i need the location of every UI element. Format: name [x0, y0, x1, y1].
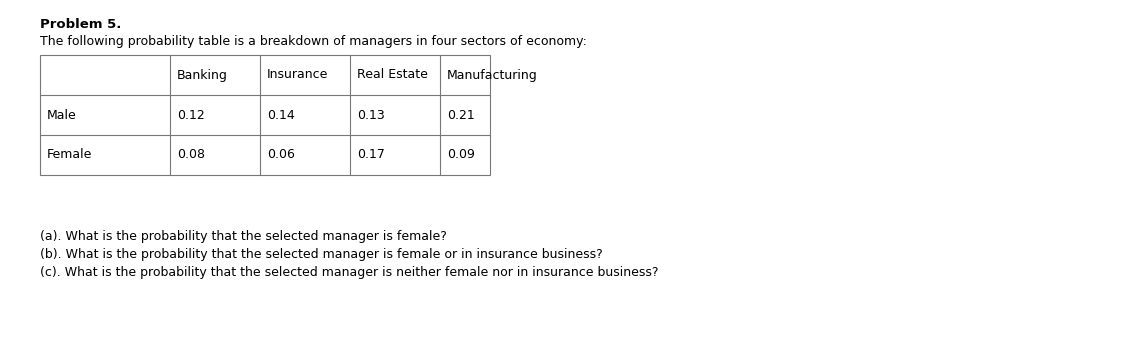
- Text: Real Estate: Real Estate: [357, 69, 428, 81]
- Text: Problem 5.: Problem 5.: [40, 18, 121, 31]
- Text: 0.06: 0.06: [267, 148, 295, 162]
- Text: 0.21: 0.21: [447, 108, 475, 121]
- Text: Banking: Banking: [177, 69, 228, 81]
- Text: 0.12: 0.12: [177, 108, 205, 121]
- Text: 0.17: 0.17: [357, 148, 385, 162]
- Text: (a). What is the probability that the selected manager is female?: (a). What is the probability that the se…: [40, 230, 446, 243]
- Text: The following probability table is a breakdown of managers in four sectors of ec: The following probability table is a bre…: [40, 35, 586, 48]
- Text: 0.09: 0.09: [447, 148, 475, 162]
- Text: 0.08: 0.08: [177, 148, 205, 162]
- Text: Female: Female: [47, 148, 93, 162]
- Text: 0.13: 0.13: [357, 108, 384, 121]
- Text: (b). What is the probability that the selected manager is female or in insurance: (b). What is the probability that the se…: [40, 248, 602, 261]
- Text: Male: Male: [47, 108, 77, 121]
- Text: (c). What is the probability that the selected manager is neither female nor in : (c). What is the probability that the se…: [40, 266, 659, 279]
- Text: Manufacturing: Manufacturing: [447, 69, 538, 81]
- Text: Insurance: Insurance: [267, 69, 329, 81]
- Text: 0.14: 0.14: [267, 108, 295, 121]
